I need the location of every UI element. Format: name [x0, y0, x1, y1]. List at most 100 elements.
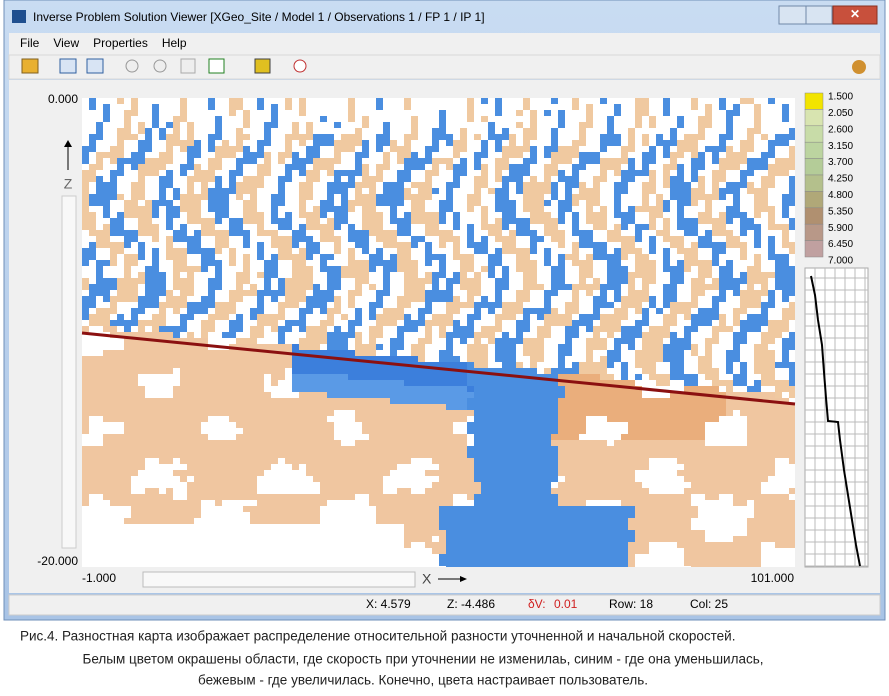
heat-cell [740, 278, 747, 284]
heat-cell [516, 506, 523, 512]
heat-cell [481, 416, 488, 422]
heat-cell [229, 404, 236, 410]
heat-cell [523, 146, 530, 152]
heat-cell [488, 302, 495, 308]
heat-cell [411, 452, 418, 458]
heat-cell [789, 278, 795, 284]
menu-item[interactable]: View [53, 36, 79, 50]
heat-cell [453, 386, 460, 392]
heat-cell [705, 284, 712, 290]
heat-cell [600, 164, 607, 170]
heat-cell [572, 392, 579, 398]
heat-cell [187, 158, 194, 164]
grid-icon[interactable] [208, 58, 225, 74]
color-icon[interactable] [254, 58, 271, 74]
heat-cell [705, 458, 712, 464]
heat-cell [789, 176, 795, 182]
heat-cell [572, 536, 579, 542]
heat-cell [383, 446, 390, 452]
heat-cell [376, 314, 383, 320]
heat-cell [327, 266, 334, 272]
heat-cell [362, 164, 369, 170]
maximize-button[interactable] [805, 5, 833, 25]
heat-cell [593, 482, 600, 488]
heat-cell [404, 134, 411, 140]
heat-cell [425, 446, 432, 452]
heat-cell [313, 434, 320, 440]
heat-cell [684, 512, 691, 518]
heat-cell [418, 338, 425, 344]
heat-cell [481, 368, 488, 374]
heat-cell [334, 182, 341, 188]
heat-cell [103, 284, 110, 290]
heat-cell [124, 278, 131, 284]
heat-cell [166, 434, 173, 440]
heat-cell [201, 194, 208, 200]
heat-cell [628, 170, 635, 176]
heat-cell [649, 296, 656, 302]
heat-cell [789, 224, 795, 230]
heat-cell [600, 170, 607, 176]
heat-cell [488, 476, 495, 482]
heat-cell [677, 242, 684, 248]
heat-cell [761, 500, 768, 506]
heat-cell [432, 518, 439, 524]
heat-cell [649, 494, 656, 500]
tool-icon[interactable] [59, 58, 77, 74]
menu-item[interactable]: File [20, 36, 40, 50]
heat-cell [341, 368, 348, 374]
help-icon[interactable] [852, 60, 866, 74]
heat-cell [236, 458, 243, 464]
zoom-out-icon[interactable] [153, 59, 167, 73]
menu-item[interactable]: Help [162, 36, 187, 50]
open-icon[interactable] [21, 58, 39, 74]
zoom-fit-icon[interactable] [180, 58, 196, 74]
heat-cell [131, 158, 138, 164]
heat-cell [684, 536, 691, 542]
heat-cell [138, 170, 145, 176]
heat-cell [698, 308, 705, 314]
heat-cell [572, 164, 579, 170]
heat-cell [726, 446, 733, 452]
tool-icon[interactable] [86, 58, 104, 74]
heat-cell [208, 362, 215, 368]
heat-cell [705, 110, 712, 116]
heat-cell [551, 500, 558, 506]
heat-cell [194, 482, 201, 488]
heat-cell [334, 392, 341, 398]
heat-cell [733, 278, 740, 284]
heat-cell [754, 260, 761, 266]
heat-cell [369, 482, 376, 488]
heat-cell [502, 218, 509, 224]
close-button[interactable] [832, 5, 878, 25]
zoom-in-icon[interactable] [125, 59, 139, 73]
heat-cell [446, 314, 453, 320]
heat-cell [404, 158, 411, 164]
heat-cell [677, 260, 684, 266]
heat-cell [677, 122, 684, 128]
heat-cell [698, 416, 705, 422]
search-icon[interactable] [293, 59, 307, 73]
heat-cell [411, 200, 418, 206]
heat-cell [544, 332, 551, 338]
heat-cell [537, 464, 544, 470]
heat-cell [432, 422, 439, 428]
heat-cell [397, 152, 404, 158]
heat-cell [425, 416, 432, 422]
heat-cell [397, 452, 404, 458]
heat-cell [495, 446, 502, 452]
heat-cell [698, 212, 705, 218]
heat-cell [481, 536, 488, 542]
minimize-button[interactable] [778, 5, 807, 25]
heat-cell [747, 164, 754, 170]
heat-cell [138, 308, 145, 314]
heat-cell [383, 428, 390, 434]
heat-cell [691, 230, 698, 236]
heat-cell [278, 224, 285, 230]
menu-item[interactable]: Properties [93, 36, 148, 50]
heat-cell [551, 278, 558, 284]
heat-cell [383, 290, 390, 296]
heat-cell [544, 164, 551, 170]
heat-cell [229, 446, 236, 452]
heat-cell [285, 518, 292, 524]
